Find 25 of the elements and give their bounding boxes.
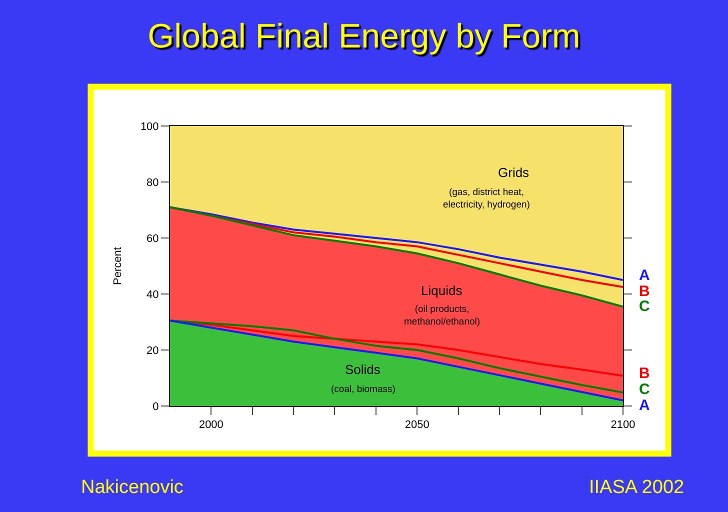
series-label: C [639,381,650,398]
annotation: Grids [498,165,530,180]
series-label: B [639,365,650,382]
series-label: A [639,267,650,284]
annotation: (oil products, methanol/ethanol) [404,304,480,328]
series-label: C [639,298,650,315]
x-tick-label: 2000 [198,419,224,432]
x-tick-label: 2050 [404,419,430,432]
y-tick-label: 60 [146,232,159,245]
y-tick-label: 100 [140,120,159,133]
annotation: Solids [345,362,381,377]
series-label: A [639,397,650,414]
annotation: (coal, biomass) [331,384,396,395]
y-tick-label: 0 [152,400,159,413]
text: Nakicenovic [81,477,184,498]
series-label: B [639,283,650,300]
annotation: Liquids [421,283,463,298]
y-tick-label: 80 [146,176,159,189]
text: IIASA 2002 [589,477,684,498]
x-tick-label: 2100 [610,419,636,432]
y-axis-title: Percent [112,247,124,285]
y-tick-label: 20 [146,344,159,357]
chart-title: Global Final Energy by Form [148,18,580,56]
y-tick-label: 40 [146,288,159,301]
annotation: (gas, district heat, electricity, hydrogen) [443,187,530,210]
